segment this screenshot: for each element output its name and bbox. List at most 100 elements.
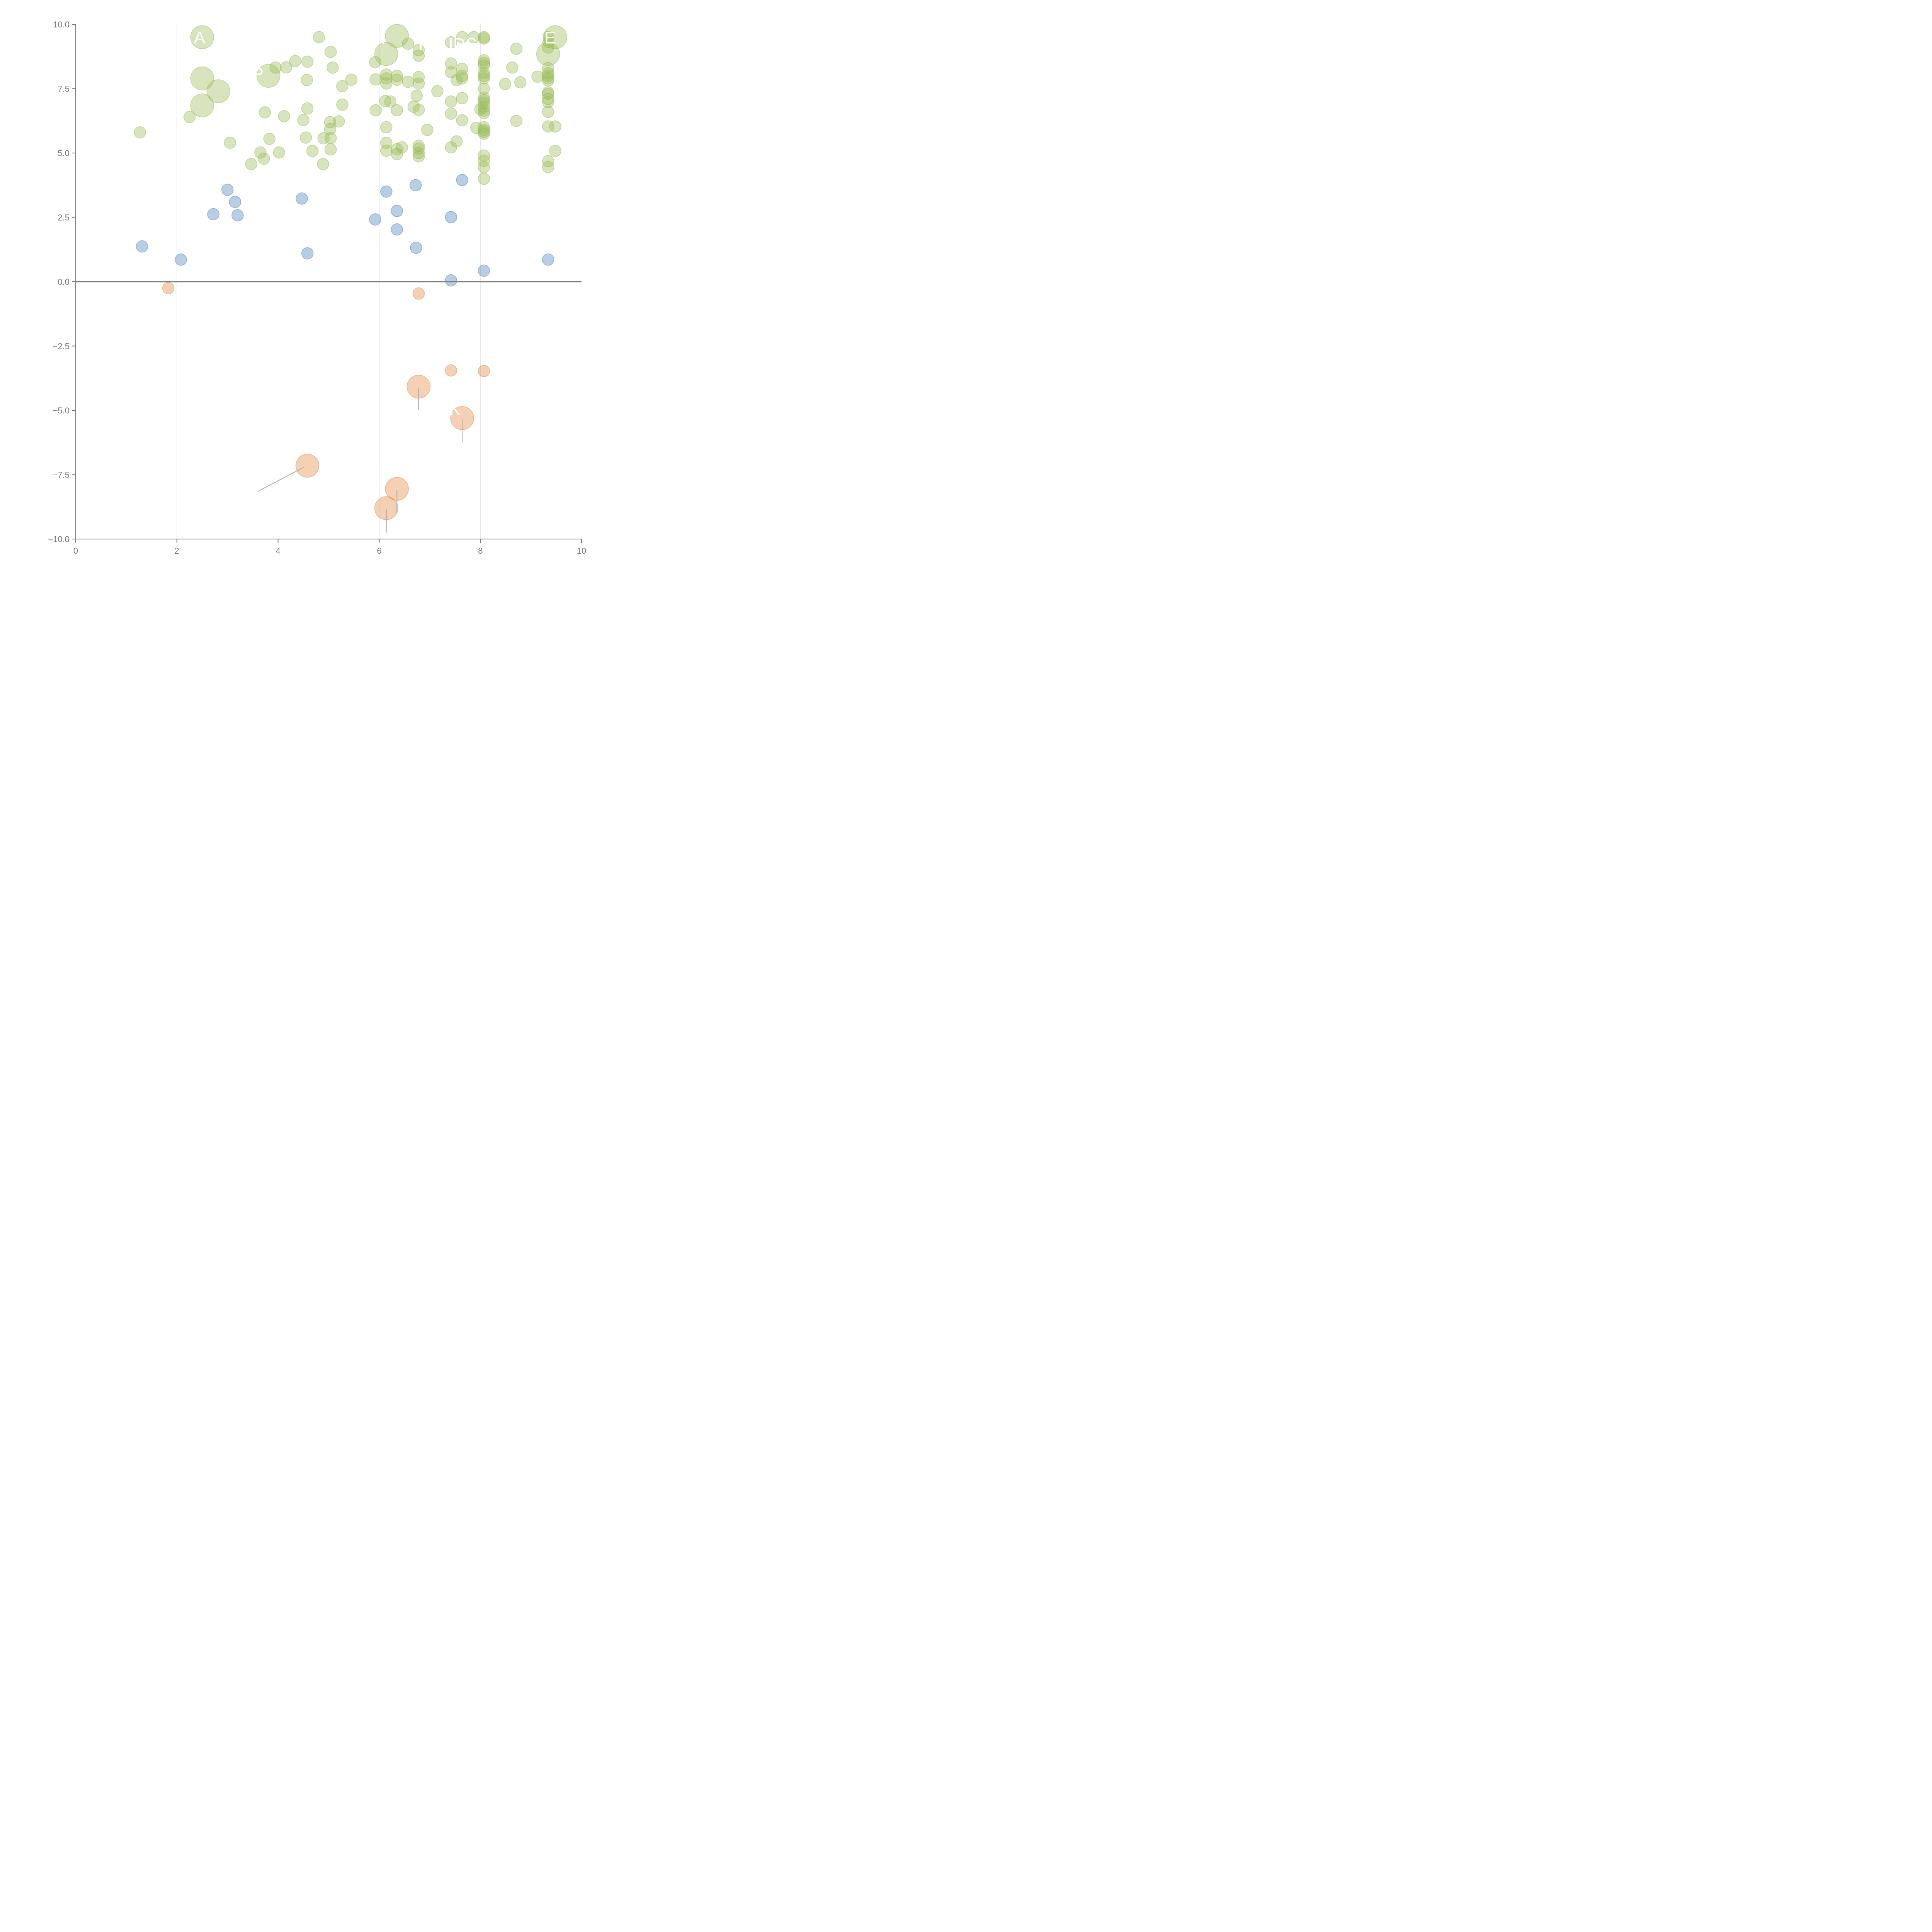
bubble-point xyxy=(478,70,490,82)
bubble-point xyxy=(391,104,403,117)
bubble-point xyxy=(478,92,490,104)
x-tick-label: 8 xyxy=(478,546,483,556)
bubble-point xyxy=(380,77,393,90)
x-tick-label: 0 xyxy=(73,546,78,556)
bubble-point xyxy=(478,107,490,119)
y-tick-label: −7.5 xyxy=(53,470,70,480)
axes: 0 2 4 6 8 10 10.0 7.5 5.0 2.5 0.0 −2.5 −5.0 −7.5 −10.0 xyxy=(48,20,586,556)
bubble-point xyxy=(456,63,468,75)
bubble-point xyxy=(136,240,148,253)
bubble-point xyxy=(412,150,425,163)
bubble-point xyxy=(259,106,271,119)
overlay-label: IDS xyxy=(449,35,477,54)
bubble-point xyxy=(296,192,308,205)
bubble-point xyxy=(289,55,301,67)
bubble-point xyxy=(421,124,434,136)
bubble-point xyxy=(229,196,242,208)
bubble-point xyxy=(380,185,393,198)
overlay-label: P xyxy=(252,65,264,83)
bubble-chart: A S R YO IDS ALUE P K 0 2 4 6 8 10 10.0 7.5 5.0 2.5 0.0 −2… xyxy=(48,20,586,556)
bubble-point xyxy=(301,247,314,260)
bubble-point xyxy=(456,72,468,85)
bubble-point xyxy=(190,25,214,49)
bubble-point xyxy=(456,70,468,82)
x-tick-label: 6 xyxy=(377,546,381,556)
overlay-label: ALUE xyxy=(511,28,556,47)
bubble-point xyxy=(478,365,490,377)
bubble-point xyxy=(306,145,319,157)
bubble-point xyxy=(456,92,468,104)
bubble-point xyxy=(478,128,490,140)
y-tick-label: 5.0 xyxy=(58,148,70,158)
bubble-point xyxy=(412,49,425,62)
bubble-point xyxy=(456,174,468,186)
bubbles xyxy=(134,24,567,520)
overlay-label: R xyxy=(373,28,386,47)
bubble-point xyxy=(410,90,423,102)
bubble-point xyxy=(336,99,349,111)
bubble-point xyxy=(549,145,561,157)
bubble-point xyxy=(221,184,234,196)
bubble-point xyxy=(478,155,490,167)
bubble-point xyxy=(190,94,214,117)
bubble-point xyxy=(324,46,337,58)
bubble-point xyxy=(478,161,490,173)
bubble-point xyxy=(299,131,312,144)
x-tick-label: 4 xyxy=(276,546,280,556)
y-tick-label: 7.5 xyxy=(58,84,70,94)
bubble-point xyxy=(336,80,349,92)
bubble-point xyxy=(380,68,393,81)
bubble-point xyxy=(499,78,512,90)
bubble-point xyxy=(263,133,276,145)
y-tick-label: 0.0 xyxy=(58,277,70,287)
bubble-point xyxy=(542,96,554,108)
bubble-point xyxy=(412,287,425,300)
bubble-point xyxy=(412,139,425,152)
bubble-point xyxy=(280,61,293,73)
bubble-point xyxy=(396,141,408,154)
bubble-point xyxy=(134,126,146,139)
y-tick-label: −10.0 xyxy=(48,534,70,544)
bubble-point xyxy=(269,61,282,74)
bubble-point xyxy=(324,132,337,145)
bubble-point xyxy=(510,115,522,127)
bubble-point xyxy=(542,41,554,54)
bubble-point xyxy=(273,146,285,159)
bubble-point xyxy=(332,115,345,128)
bubble-point xyxy=(542,67,554,80)
bubble-point xyxy=(445,57,457,70)
overlay-label: S xyxy=(323,28,334,47)
bubble-point xyxy=(317,158,329,170)
bubble-point xyxy=(301,55,314,68)
bubble-point xyxy=(313,31,325,44)
bubble-point xyxy=(224,136,236,149)
bubble-point xyxy=(391,143,403,155)
overlay-label: K xyxy=(449,400,461,419)
bubble-point xyxy=(478,94,490,107)
bubble-point xyxy=(345,73,358,86)
bubble-point xyxy=(478,264,490,277)
bubble-point xyxy=(542,120,554,133)
bubble-point xyxy=(536,42,560,66)
bubble-point xyxy=(445,274,457,287)
bubble-point xyxy=(412,104,425,116)
bubble-point xyxy=(514,76,527,88)
bubble-point xyxy=(295,454,320,478)
bubble-point xyxy=(542,31,554,44)
y-tick-label: −5.0 xyxy=(53,406,70,415)
bubble-point xyxy=(549,120,561,133)
bubble-point xyxy=(369,104,382,117)
bubble-point xyxy=(327,61,339,74)
bubble-point xyxy=(456,114,468,127)
bubble-point xyxy=(380,121,393,134)
bubble-point xyxy=(450,135,463,148)
bubble-point xyxy=(542,93,554,105)
bubble-point xyxy=(445,211,457,223)
bubble-point xyxy=(412,71,425,83)
bubble-point xyxy=(542,74,554,87)
bubble-point xyxy=(445,36,457,49)
bubble-point xyxy=(542,161,554,173)
bubble-point xyxy=(369,213,381,226)
bubble-point xyxy=(391,148,403,160)
overlay-label: YO xyxy=(415,35,440,54)
